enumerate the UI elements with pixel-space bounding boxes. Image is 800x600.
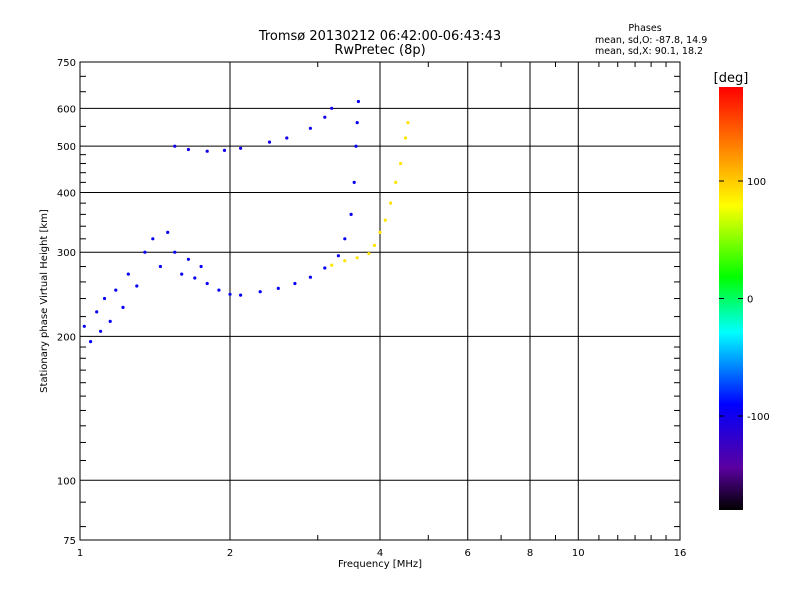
data-point (308, 275, 312, 279)
data-point (89, 340, 93, 344)
data-point (383, 218, 387, 222)
axis-ticks: 1 2 4 6 8 10 16 75 100 200 300 400 500 600 750 (57, 58, 686, 559)
x-axis-label: Frequency [MHz] (338, 559, 422, 570)
data-points (82, 99, 410, 344)
stats-x-line: mean, sd,X: 90.1, 18.2 (595, 46, 703, 57)
data-point (205, 281, 209, 286)
data-point (355, 121, 359, 125)
y-tick-label: 750 (57, 58, 76, 69)
data-point (356, 99, 360, 104)
data-point (143, 250, 147, 254)
data-point (239, 146, 243, 150)
data-point (135, 284, 139, 288)
data-point (114, 288, 118, 292)
data-point (394, 180, 398, 184)
data-point (349, 212, 353, 216)
data-point (323, 266, 327, 270)
stats-heading: Phases (628, 23, 661, 34)
x-tick-label: 6 (465, 548, 471, 559)
x-tick-label: 8 (527, 548, 533, 559)
y-tick-label: 400 (57, 188, 76, 199)
data-point (228, 292, 232, 296)
stats-o-line: mean, sd,O: -87.8, 14.9 (595, 35, 707, 46)
data-point (102, 296, 107, 301)
data-point (323, 115, 327, 119)
data-point (276, 286, 280, 290)
data-point (406, 121, 410, 125)
chart-subtitle: RwPretec (8p) (334, 43, 425, 58)
data-point (355, 256, 359, 260)
x-tick-label: 10 (572, 548, 585, 559)
colorbar-tick-label: 0 (747, 295, 753, 306)
colorbar-ticks: 100 0 -100 (719, 177, 770, 423)
data-point (217, 288, 221, 292)
data-point (199, 264, 203, 269)
data-point (222, 148, 227, 152)
data-point (180, 272, 184, 276)
data-point (121, 305, 125, 309)
data-point (126, 272, 130, 276)
data-point (258, 290, 262, 294)
data-point (330, 263, 334, 267)
y-tick-label: 300 (57, 248, 76, 259)
grid (80, 62, 680, 540)
data-point (99, 329, 103, 333)
data-point (354, 144, 358, 148)
data-point (166, 230, 170, 234)
chart-title: Tromsø 20130212 06:42:00-06:43:43 (258, 29, 501, 44)
data-point (151, 237, 155, 241)
y-tick-label: 200 (57, 332, 76, 343)
data-point (367, 252, 371, 256)
x-tick-label: 16 (674, 548, 687, 559)
y-tick-label: 500 (57, 142, 76, 153)
y-tick-label: 600 (57, 104, 76, 115)
data-point (343, 259, 347, 263)
y-tick-label: 75 (63, 536, 76, 547)
data-point (336, 254, 340, 258)
y-tick-label: 100 (57, 476, 76, 487)
plot-frame (79, 61, 681, 541)
data-point (293, 281, 297, 286)
data-point (95, 310, 99, 314)
data-point (372, 243, 377, 247)
data-point (205, 149, 209, 153)
data-point (186, 257, 190, 261)
data-point (343, 237, 347, 241)
data-point (399, 161, 403, 166)
colorbar-label: [deg] (714, 71, 749, 86)
data-point (173, 250, 177, 254)
data-point (389, 201, 393, 205)
data-point (285, 136, 289, 140)
data-point (239, 293, 243, 297)
data-point (352, 180, 356, 184)
colorbar-tick-label: -100 (747, 412, 770, 423)
x-tick-label: 2 (227, 548, 233, 559)
data-point (193, 276, 197, 280)
x-tick-label: 1 (77, 548, 83, 559)
data-point (403, 136, 408, 140)
data-point (378, 230, 382, 234)
data-point (158, 264, 162, 269)
data-point (173, 144, 177, 148)
colorbar-tick-label: 100 (747, 177, 766, 188)
x-tick-label: 4 (377, 548, 383, 559)
data-point (267, 140, 272, 144)
data-point (108, 319, 112, 323)
data-point (82, 324, 86, 328)
data-point (308, 126, 312, 130)
y-axis-label: Stationary phase Virtual Height [km] (39, 209, 50, 393)
data-point (186, 147, 190, 152)
data-point (330, 106, 334, 110)
